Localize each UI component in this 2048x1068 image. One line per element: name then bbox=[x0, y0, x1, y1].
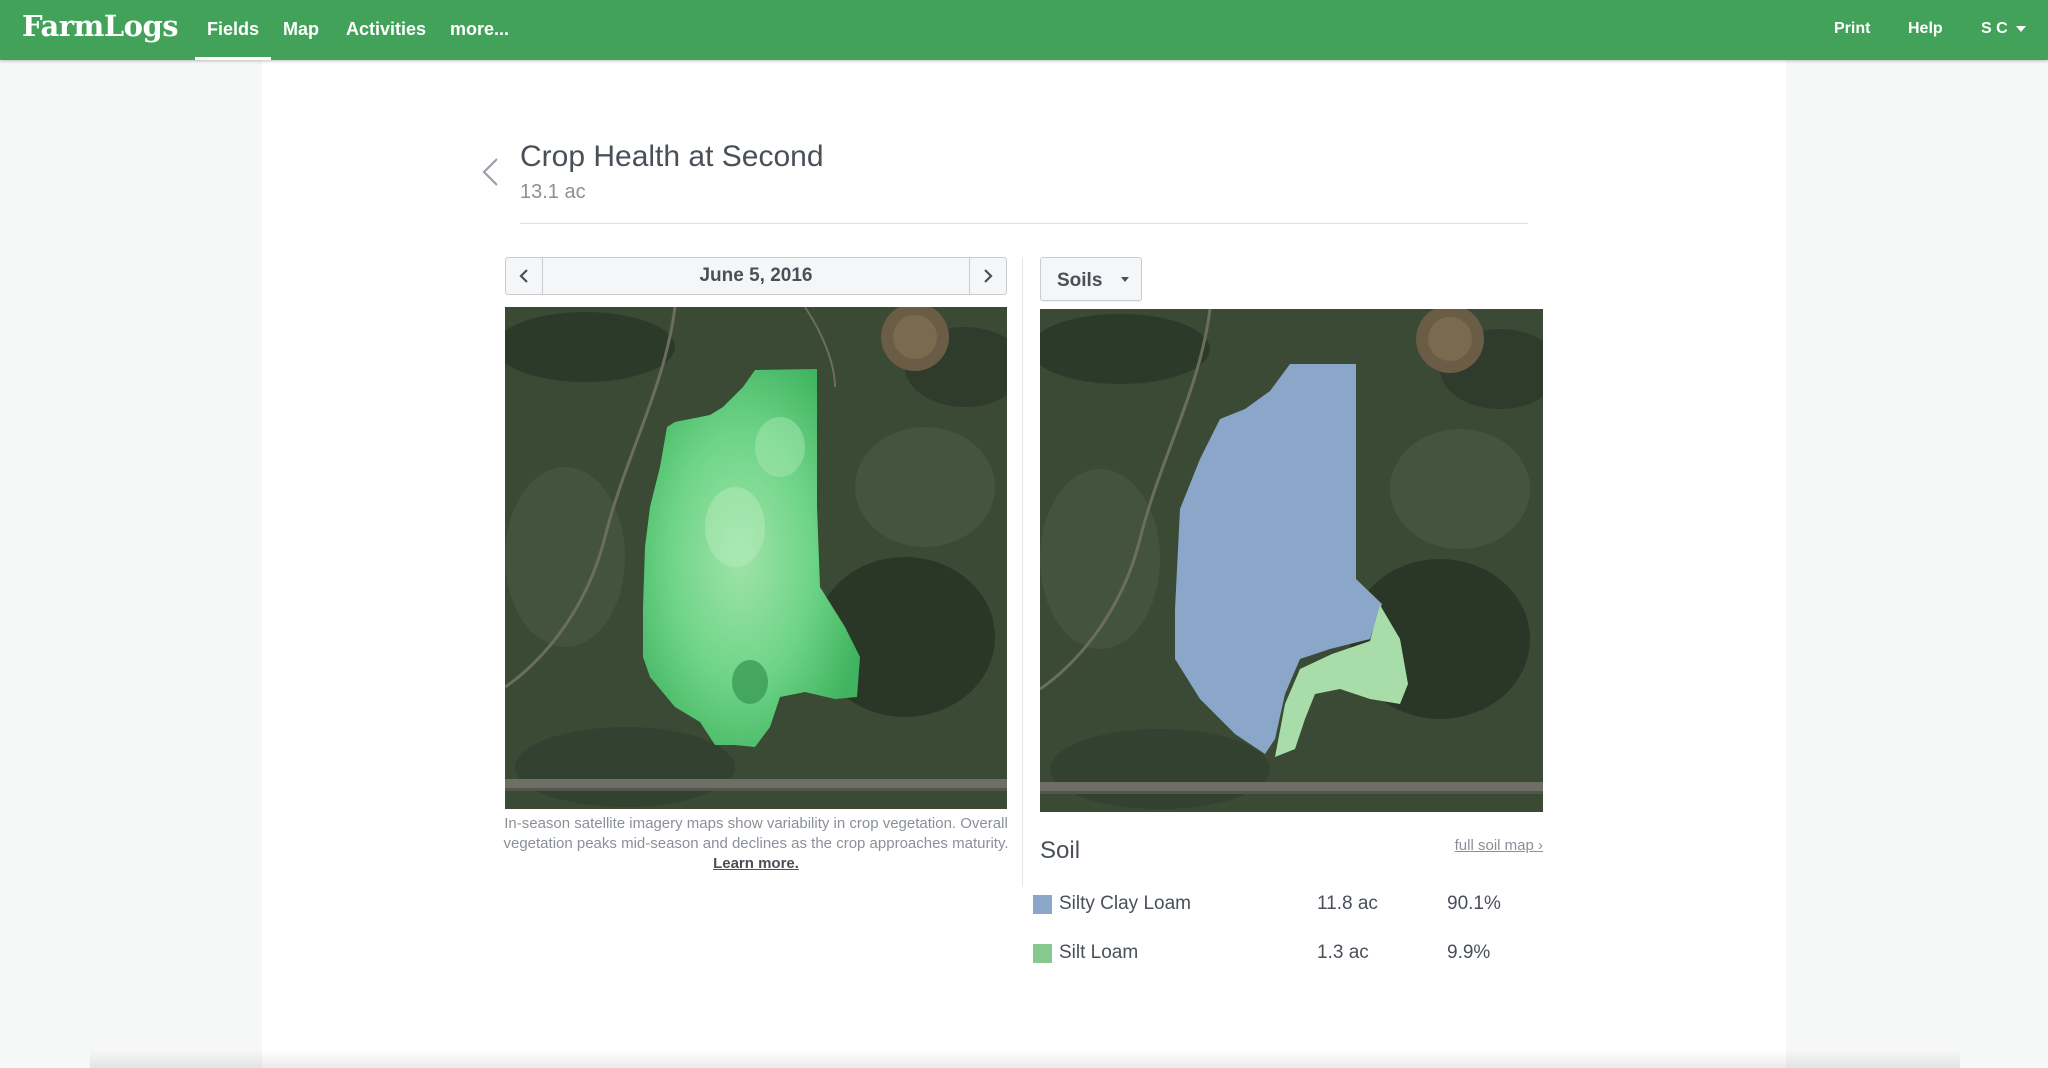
satellite-imagery bbox=[505, 307, 1007, 809]
soil-swatch bbox=[1033, 944, 1052, 963]
next-date-button[interactable] bbox=[969, 258, 1006, 294]
nav-activities[interactable]: Activities bbox=[346, 19, 427, 39]
nav-map[interactable]: Map bbox=[283, 19, 319, 39]
soil-acres: 1.3 ac bbox=[1317, 942, 1369, 963]
satellite-imagery bbox=[1040, 309, 1543, 812]
soil-name: Silt Loam bbox=[1059, 942, 1139, 963]
help-link[interactable]: Help bbox=[1908, 20, 1943, 37]
crop-health-map[interactable] bbox=[505, 307, 1007, 809]
chevron-left-icon bbox=[519, 269, 528, 283]
soil-heading: Soil bbox=[1040, 837, 1081, 864]
user-menu[interactable]: S C bbox=[1981, 0, 2026, 60]
soil-swatch bbox=[1033, 895, 1052, 914]
imagery-date: June 5, 2016 bbox=[699, 265, 813, 286]
soil-map[interactable] bbox=[1040, 309, 1543, 812]
full-soil-map-link[interactable]: full soil map › bbox=[1454, 837, 1543, 854]
farmlogs-logo[interactable]: FarmLogs bbox=[22, 9, 179, 43]
date-pager: June 5, 2016 bbox=[505, 257, 1007, 295]
chevron-down-icon bbox=[2015, 25, 2026, 32]
soil-name: Silty Clay Loam bbox=[1059, 893, 1191, 914]
imagery-caption: In-season satellite imagery maps show va… bbox=[500, 814, 1012, 874]
learn-more-link[interactable]: Learn more. bbox=[713, 855, 799, 872]
page-title: Crop Health at Second bbox=[520, 140, 824, 173]
layer-select-label: Soils bbox=[1057, 270, 1103, 291]
footer-shadow bbox=[90, 1050, 1960, 1068]
nav-more[interactable]: more... bbox=[450, 19, 510, 39]
chevron-right-icon bbox=[984, 269, 993, 283]
chevron-down-icon bbox=[1121, 277, 1129, 282]
layer-select[interactable]: Soils bbox=[1040, 257, 1142, 301]
soil-percent: 90.1% bbox=[1447, 893, 1501, 914]
content-panel bbox=[262, 60, 1786, 1068]
back-chevron-icon[interactable] bbox=[480, 156, 502, 188]
soil-percent: 9.9% bbox=[1447, 942, 1491, 963]
header-divider bbox=[520, 223, 1528, 224]
top-navbar: FarmLogs Fields Map Activities more... P… bbox=[0, 0, 2048, 60]
caption-text: In-season satellite imagery maps show va… bbox=[503, 815, 1009, 852]
soil-acres: 11.8 ac bbox=[1317, 893, 1378, 914]
user-initials: S C bbox=[1981, 20, 2008, 37]
column-divider bbox=[1022, 257, 1023, 887]
nav-fields[interactable]: Fields bbox=[194, 0, 272, 60]
field-area: 13.1 ac bbox=[520, 181, 586, 203]
print-link[interactable]: Print bbox=[1834, 20, 1871, 37]
previous-date-button[interactable] bbox=[506, 258, 543, 294]
